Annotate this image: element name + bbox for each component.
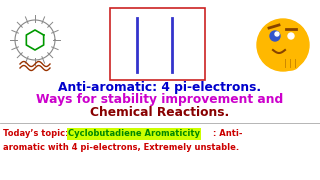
Text: Ways for stability improvement and: Ways for stability improvement and [36, 93, 284, 107]
Text: Today’s topic:: Today’s topic: [3, 129, 71, 138]
Circle shape [282, 52, 300, 70]
Text: Anti-aromatic: 4 pi-electrons.: Anti-aromatic: 4 pi-electrons. [59, 80, 261, 93]
Bar [110, 8, 205, 80]
Text: : Anti-: : Anti- [213, 129, 243, 138]
Bar [279, 59, 293, 67]
Circle shape [275, 32, 279, 36]
Circle shape [257, 19, 309, 71]
Text: Cyclobutadiene Aromaticity: Cyclobutadiene Aromaticity [68, 129, 200, 138]
Text: aromatic with 4 pi-electrons, Extremely unstable.: aromatic with 4 pi-electrons, Extremely … [3, 143, 239, 152]
Circle shape [270, 31, 280, 41]
Text: Chemical Reactions.: Chemical Reactions. [90, 107, 230, 120]
Circle shape [288, 33, 294, 39]
